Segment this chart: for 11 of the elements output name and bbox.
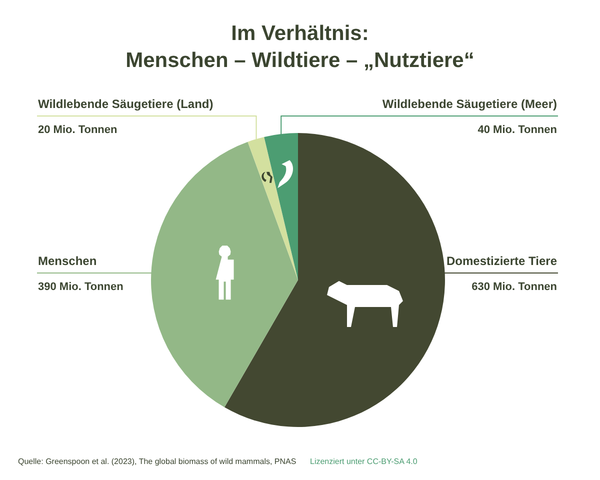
data-label: 40 Mio. Tonnen xyxy=(478,124,558,136)
slice-label: Menschen xyxy=(38,254,97,268)
slice-label: Wildlebende Säugetiere (Meer) xyxy=(382,97,557,111)
slice-label: Wildlebende Säugetiere (Land) xyxy=(38,97,214,111)
slice-label: Domestizierte Tiere xyxy=(446,254,558,268)
data-label: 630 Mio. Tonnen xyxy=(472,281,558,293)
chart-title: Im Verhältnis: Menschen – Wildtiere – „Nutztiere“ xyxy=(126,22,474,72)
text: Lizenziert unter CC-BY-SA 4.0 xyxy=(310,457,418,466)
data-label: 390 Mio. Tonnen xyxy=(38,281,124,293)
source-note: Quelle: Greenspoon et al. (2023), The global biomass of wild mammals, PNAS xyxy=(18,457,296,466)
data-label: 20 Mio. Tonnen xyxy=(38,124,118,136)
